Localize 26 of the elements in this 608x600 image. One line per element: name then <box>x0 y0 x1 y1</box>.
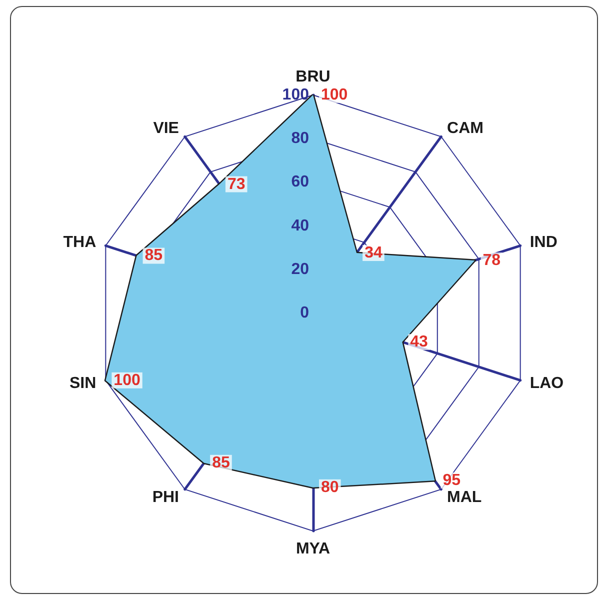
data-label: 95 <box>442 472 461 490</box>
spoke-label: CAM <box>447 120 484 138</box>
spoke-label: THA <box>63 234 97 252</box>
data-label: 78 <box>482 252 501 269</box>
data-label: 43 <box>410 333 428 350</box>
data-label: 73 <box>227 176 246 193</box>
y-tick-label: 100 <box>282 86 310 104</box>
spoke-label: MYA <box>296 540 330 558</box>
data-label: 85 <box>144 247 163 264</box>
spoke-label: SIN <box>69 374 96 392</box>
spoke-label: LAO <box>530 374 564 392</box>
data-label: 34 <box>364 244 382 262</box>
y-tick-label: 80 <box>291 130 310 148</box>
data-label: 80 <box>321 478 339 496</box>
data-label: 100 <box>114 372 140 389</box>
spoke-label: VIE <box>153 120 180 138</box>
data-label: 85 <box>212 454 230 472</box>
y-tick-label: 20 <box>291 260 310 278</box>
y-tick-label: 60 <box>291 174 310 191</box>
spoke-label: PHI <box>152 488 179 506</box>
spoke-label: MAL <box>447 488 482 506</box>
y-tick-label: 40 <box>291 217 310 234</box>
spoke-label: IND <box>530 234 558 252</box>
y-tick-label: 0 <box>300 304 310 322</box>
spoke-label: BRU <box>296 68 330 86</box>
data-label: 100 <box>321 86 348 104</box>
